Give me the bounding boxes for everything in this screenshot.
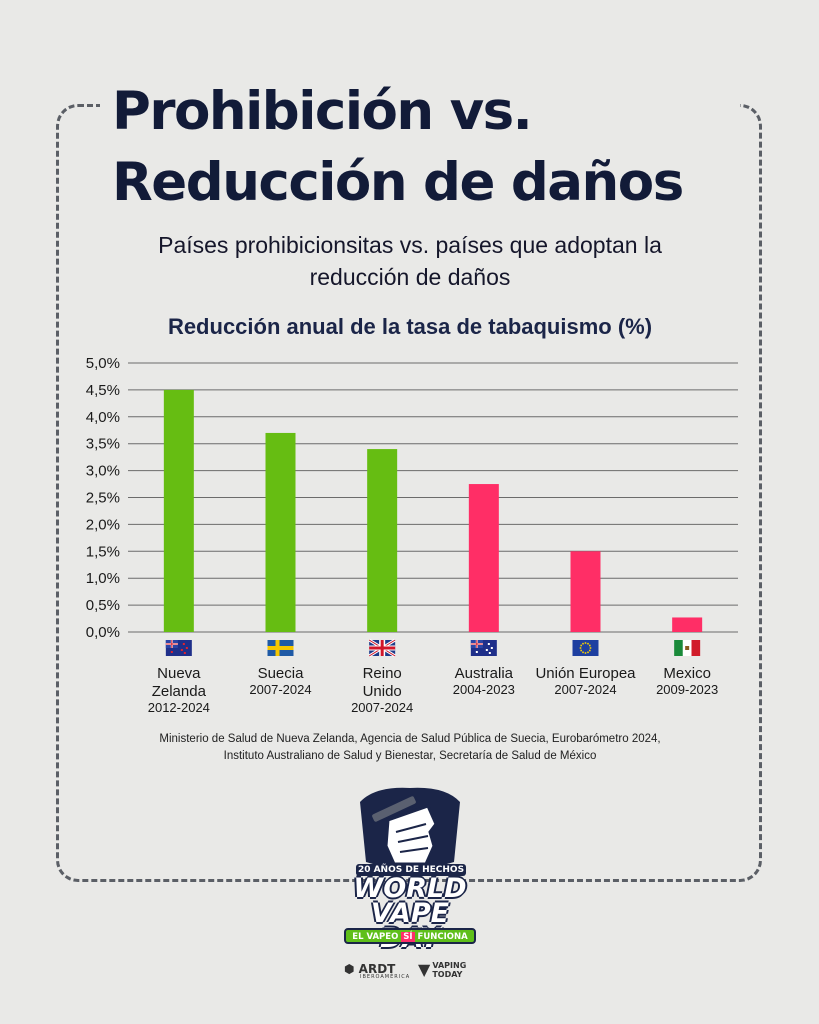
european-union-flag	[572, 640, 599, 656]
y-tick-label: 5,0%	[86, 355, 120, 372]
x-period-label: 2007-2024	[351, 700, 413, 715]
y-tick-label: 4,5%	[86, 382, 120, 399]
sources-line-1: Ministerio de Salud de Nueva Zelanda, Ag…	[159, 733, 661, 745]
x-category-label: Mexico	[663, 665, 711, 682]
y-tick-label: 0,5%	[86, 597, 120, 614]
x-category-label: Nueva	[157, 665, 201, 682]
x-category-label: Australia	[455, 665, 514, 682]
ardt-logo: ⬢ ARDT IBEROAMÉRICA	[344, 962, 410, 980]
x-category-label: Unión Europea	[535, 665, 636, 682]
y-tick-label: 0,0%	[86, 624, 120, 641]
logo-wordmark-line-1: WORLD	[353, 873, 467, 904]
ardt-name: ARDT	[358, 962, 396, 976]
y-tick-label: 3,0%	[86, 463, 120, 480]
x-period-label: 2004-2023	[453, 682, 515, 697]
sources-note: Ministerio de Salud de Nueva Zelanda, Ag…	[60, 731, 760, 765]
page-title: Prohibición vs. Reducción de daños	[112, 76, 752, 218]
y-tick-label: 1,5%	[86, 543, 120, 560]
australia-flag	[470, 640, 497, 656]
logo-caption: 20 AÑOS DE HECHOS	[356, 864, 466, 876]
x-category-label: Reino	[363, 665, 402, 682]
logo-wordmark-line-2: VAPE DAY	[370, 898, 450, 952]
title-line-2: Reducción de daños	[112, 152, 684, 213]
x-period-label: 2007-2024	[554, 682, 616, 697]
ardt-hexagon-icon: ⬢	[344, 962, 355, 976]
vaping-today-v-icon: ▼	[418, 960, 431, 979]
vaping-today-line-2: TODAY	[432, 970, 463, 979]
sources-line-2: Instituto Australiano de Salud y Bienest…	[223, 750, 597, 762]
ardt-subtitle: IBEROAMÉRICA	[360, 974, 411, 980]
title-background	[100, 78, 740, 218]
x-period-label: 2012-2024	[148, 700, 210, 715]
vaping-today-logo: ▼ VAPING TODAY	[418, 960, 467, 980]
chart-title: Reducción anual de la tasa de tabaquismo…	[167, 314, 653, 339]
sweden-flag	[267, 640, 294, 656]
x-period-label: 2007-2024	[249, 682, 311, 697]
united-kingdom-flag	[368, 638, 396, 658]
logo-tagline-part-1: EL VAPEO	[352, 932, 399, 942]
mexico-flag	[674, 640, 701, 656]
x-category-label: Suecia	[258, 665, 305, 682]
logo-tagline-part-3: FUNCIONA	[417, 932, 468, 942]
y-tick-label: 2,0%	[86, 516, 120, 533]
bar	[367, 449, 398, 632]
y-tick-label: 1,0%	[86, 570, 120, 587]
bar	[163, 389, 194, 632]
vaping-today-line-1: VAPING	[432, 961, 467, 970]
subtitle-line-1: Países prohibicionsitas vs. países que a…	[158, 232, 662, 258]
subtitle-line-2: reducción de daños	[309, 264, 511, 290]
logo-tagline-part-2: SÍ	[401, 932, 415, 942]
bar	[672, 617, 703, 632]
bar	[468, 484, 499, 632]
y-tick-label: 2,5%	[86, 490, 120, 507]
bar-chart: 0,0% 0,5% 1,0% 1,5% 2,0% 2,5% 3,0% 3,5% 4,0% 4,5%…	[86, 355, 738, 715]
world-vape-day-logo	[360, 787, 460, 869]
x-category-label: Zelanda	[152, 683, 207, 700]
y-tick-label: 4,0%	[86, 409, 120, 426]
page-subtitle: Países prohibicionsitas vs. países que a…	[60, 229, 760, 293]
x-category-label: Unido	[363, 683, 402, 700]
bar	[570, 551, 601, 632]
logo-tagline: EL VAPEO SÍ FUNCIONA	[344, 928, 476, 944]
x-period-label: 2009-2023	[656, 682, 718, 697]
new-zealand-flag	[165, 640, 192, 656]
title-line-1: Prohibición vs.	[112, 81, 533, 142]
bar	[265, 432, 296, 632]
fist-finger-lines	[395, 823, 429, 853]
vape-device-icon	[370, 794, 418, 824]
y-tick-label: 3,5%	[86, 436, 120, 453]
